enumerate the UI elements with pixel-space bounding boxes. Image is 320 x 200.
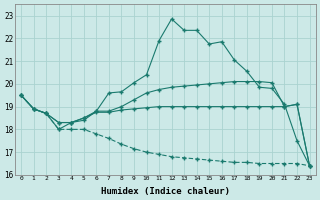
X-axis label: Humidex (Indice chaleur): Humidex (Indice chaleur) <box>101 187 230 196</box>
